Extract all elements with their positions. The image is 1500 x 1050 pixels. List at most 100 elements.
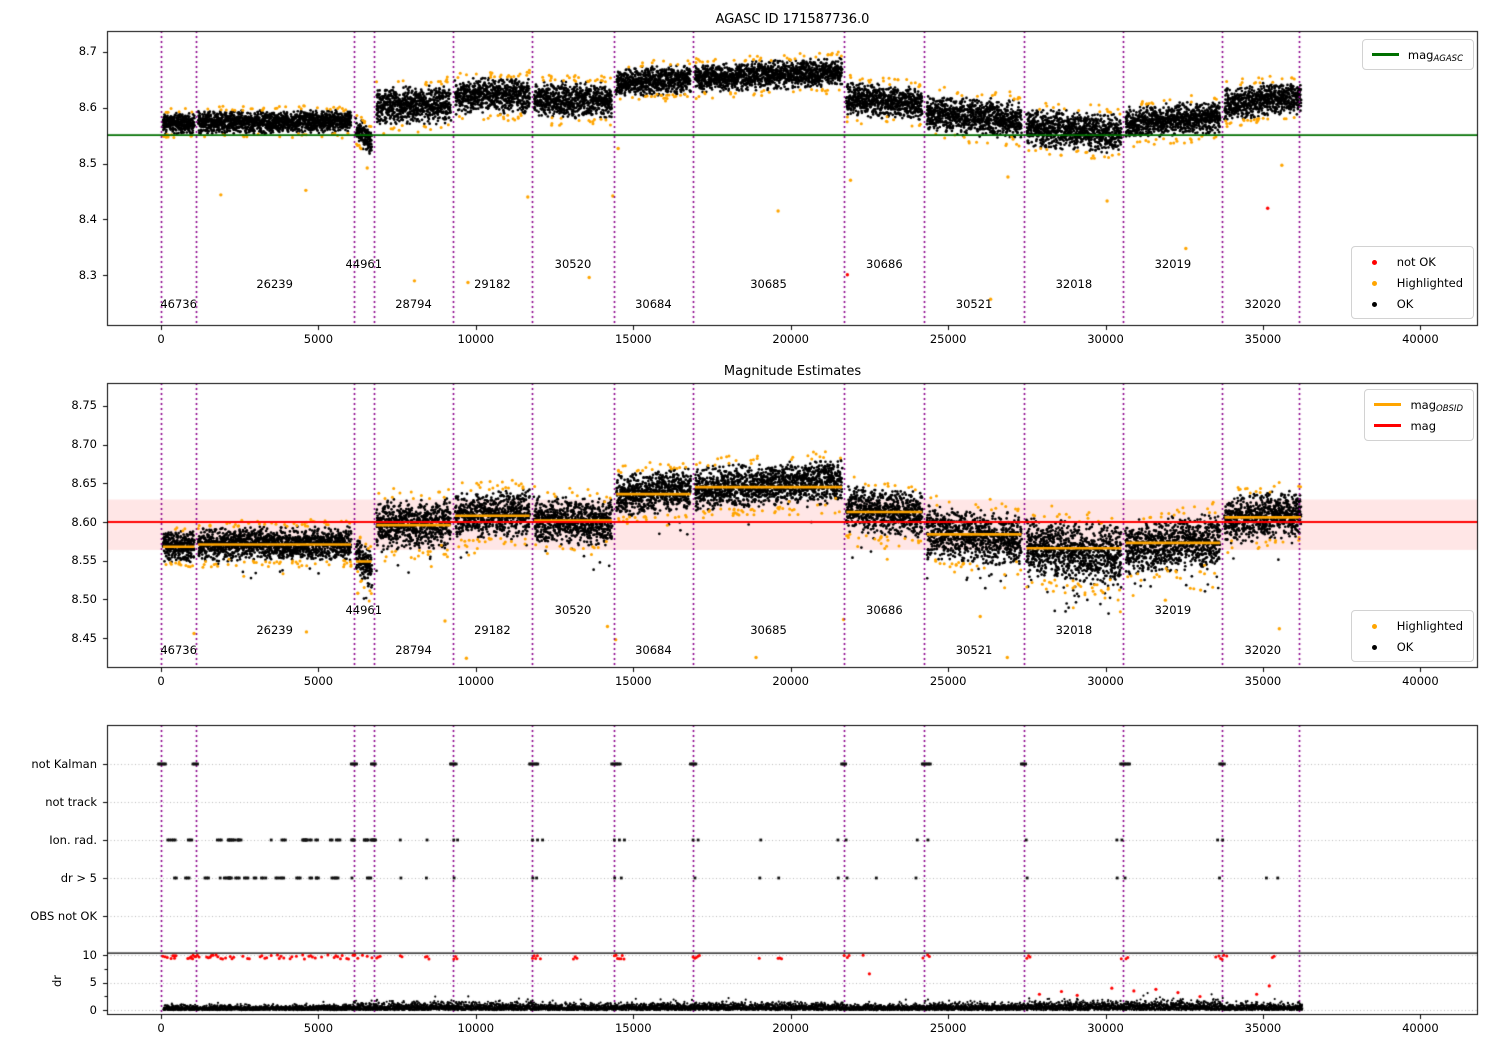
x-tick-label: 0 [157,332,165,346]
y-tick-label: 8.70 [71,437,97,452]
x-tick-label: 10000 [457,1021,495,1035]
obsid-label-30520: 30520 [554,257,592,271]
obsid-label-30686: 30686 [866,257,903,271]
y-tick-label: 8.7 [78,44,97,59]
legend-item-not-ok: not OK [1361,251,1463,272]
x-tick-label: 20000 [772,332,809,346]
obsid-label-32020: 32020 [1244,297,1282,311]
legend-label-ok: OK [1396,296,1414,311]
obsid-label-46736: 46736 [160,643,197,657]
legend-item-ok-2: OK [1361,636,1463,657]
x-tick-label: 40000 [1402,1021,1439,1035]
x-tick-label: 10000 [457,674,495,688]
y-tick-label: 8.50 [71,591,97,606]
legend-item-highlighted: Highlighted [1361,272,1463,293]
highlighted-dot-sample [1371,623,1377,629]
x-tick-label: 20000 [772,1021,809,1035]
mag-agasc-line-sample [1371,53,1399,56]
obsid-label-32020: 32020 [1244,643,1282,657]
y-tick-label: 8.65 [71,475,97,490]
obsid-label-30521: 30521 [955,297,993,311]
x-tick-label: 0 [157,1021,165,1035]
x-tick-label: 15000 [614,332,652,346]
dr-tick-label: 10 [82,947,97,962]
x-tick-label: 20000 [772,674,809,688]
obsid-label-30521: 30521 [955,643,993,657]
y-tick-label: 8.60 [71,514,97,529]
legend-label-not-ok: not OK [1396,254,1436,269]
y-tick-label: 8.3 [78,267,97,282]
obsid-label-30685: 30685 [750,623,787,637]
obsid-label-44961: 44961 [345,603,383,617]
x-tick-label: 30000 [1087,1021,1124,1035]
obsid-label-29182: 29182 [474,623,511,637]
obsid-label-30520: 30520 [554,603,592,617]
legend-mid-ref: magOBSID mag [1364,389,1474,441]
legend-mid-status: Highlighted OK [1350,610,1474,662]
row-label-not-track: not track [45,794,97,809]
obsid-label-28794: 28794 [395,643,432,657]
x-tick-label: 25000 [929,1021,967,1035]
x-tick-label: 40000 [1402,332,1439,346]
legend-label-ok-2: OK [1396,639,1414,654]
y-tick-label: 8.55 [71,553,97,568]
obsid-label-28794: 28794 [395,297,432,311]
obsid-label-32019: 32019 [1154,257,1192,271]
legend-item-ok: OK [1361,293,1463,314]
y-tick-label: 8.6 [78,100,97,115]
obsid-label-26239: 26239 [256,277,293,291]
legend-item-highlighted-2: Highlighted [1361,615,1463,636]
x-tick-label: 30000 [1087,332,1124,346]
legend-label-mag2: mag [1410,418,1437,433]
legend-sub-obsid: OBSID [1436,404,1463,414]
dr-tick-label: 5 [89,975,97,990]
legend-label-mag: mag [1407,47,1434,62]
legend-mag-agasc: magAGASC [1361,39,1474,70]
legend-sub-agasc: AGASC [1433,54,1463,64]
obsid-label-32019: 32019 [1154,603,1192,617]
row-label-obs-not-ok: OBS not OK [30,908,97,923]
obsid-label-32018: 32018 [1055,277,1093,291]
legend-item-mag-obsid: magOBSID [1374,394,1463,415]
ok-dot-sample [1371,644,1377,650]
x-tick-label: 5000 [303,674,334,688]
x-tick-label: 35000 [1244,674,1282,688]
highlighted-dot-sample [1371,280,1377,286]
obsid-label-30684: 30684 [635,643,672,657]
legend-label-mag-obsid: mag [1410,397,1437,412]
x-tick-label: 15000 [614,1021,652,1035]
x-tick-label: 40000 [1402,674,1439,688]
obsid-label-30684: 30684 [635,297,672,311]
obsid-label-32018: 32018 [1055,623,1093,637]
obsid-label-46736: 46736 [160,297,197,311]
mag-line-sample [1374,424,1402,427]
legend-top-status: not OK Highlighted OK [1350,246,1474,319]
obsid-label-30686: 30686 [866,603,903,617]
obsid-label-30685: 30685 [750,277,787,291]
x-tick-label: 15000 [614,674,652,688]
x-tick-label: 35000 [1244,1021,1282,1035]
x-tick-label: 25000 [929,674,967,688]
top-plot-title: AGASC ID 171587736.0 [715,12,870,27]
mag-obsid-line-sample [1374,403,1402,406]
legend-label-highlighted-2: Highlighted [1396,618,1463,633]
y-tick-label: 8.75 [71,398,97,413]
x-tick-label: 35000 [1244,332,1282,346]
dr-tick-label: 0 [89,1002,97,1017]
row-label-dr-5: dr > 5 [60,870,97,885]
row-label-not-kalman: not Kalman [31,756,97,771]
x-tick-label: 30000 [1087,674,1124,688]
x-tick-label: 25000 [929,332,967,346]
x-tick-label: 0 [157,674,165,688]
x-tick-label: 5000 [303,332,334,346]
legend-item-mag: mag [1374,415,1463,436]
row-label-ion-rad-: Ion. rad. [49,832,97,847]
x-tick-label: 5000 [303,1021,334,1035]
obsid-label-26239: 26239 [256,623,293,637]
middle-plot-title: Magnitude Estimates [723,364,862,379]
y-tick-label: 8.4 [78,211,97,226]
x-tick-label: 10000 [457,332,495,346]
not-ok-dot-sample [1371,259,1377,265]
